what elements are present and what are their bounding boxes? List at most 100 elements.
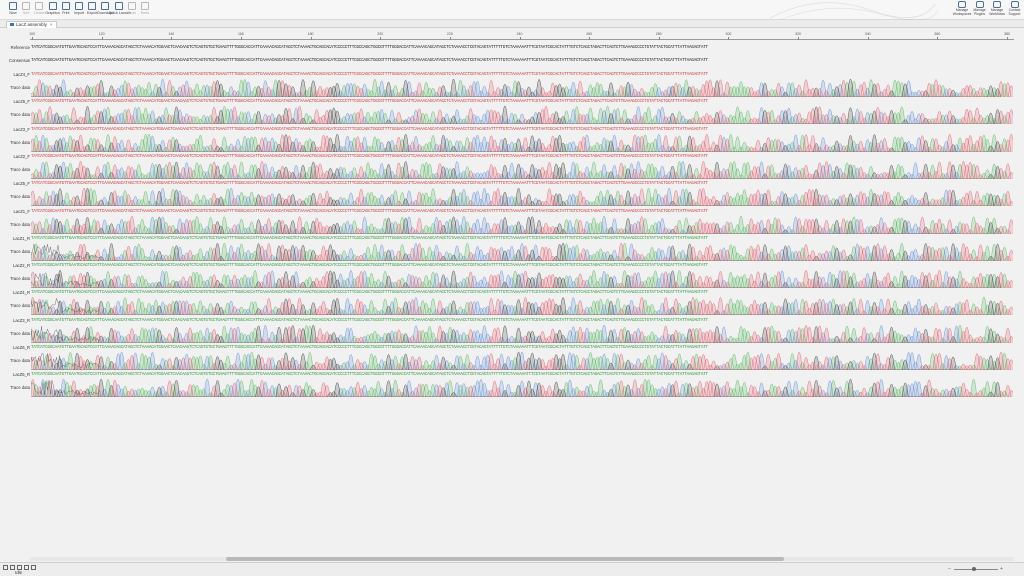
read-sequence[interactable]: TATCATCGGCAATGTTGAATGCAGTCCATTCAAAACAGCA… <box>31 126 708 132</box>
view-detail-icon[interactable] <box>17 565 22 570</box>
sort-button[interactable]: Sort <box>16 1 36 19</box>
ruler-tick-label: 200 <box>377 32 384 36</box>
read-name[interactable]: LacZ1_F <box>13 208 30 214</box>
scrollbar-thumb[interactable] <box>226 557 784 561</box>
export-button[interactable]: Export <box>82 1 102 19</box>
read-sequence[interactable]: TATCATCGGCAATGTTGAATGCAGTCCATTCAAAACAGCA… <box>31 181 708 187</box>
redo-icon <box>141 2 149 10</box>
main-toolbar: New Sort Delete Graphics Print Import Export Do… <box>0 0 1024 20</box>
trace-peaks-c <box>31 379 960 398</box>
ruler-tick <box>798 37 800 40</box>
read-name[interactable]: LacZ4_F <box>13 72 30 77</box>
download-button[interactable]: Download <box>95 1 115 19</box>
import-icon <box>75 2 83 10</box>
zoom-in-icon[interactable]: + <box>1000 566 1003 572</box>
toolbar-button-label: Print <box>62 11 70 15</box>
trace-peaks-a <box>31 188 1008 207</box>
trace-peaks-g <box>31 106 1001 125</box>
print-button[interactable]: Print <box>56 1 76 19</box>
read-sequence[interactable]: TATCATCGGCAATGTTGAATGCAGTCCATTCAAAACAGCA… <box>31 153 708 159</box>
consensus-sequence[interactable]: TATCATCGGCAATGTTGAATGCAGTCCATTCAAAACAGCA… <box>31 58 708 63</box>
ruler-tick-label: 300 <box>725 32 732 36</box>
trace-peaks-a <box>31 351 1008 370</box>
zoom-track[interactable] <box>954 568 998 570</box>
read-row[interactable]: LacZ4_R Trace data TATCATCGGCAATGTTGAATGCA… <box>0 289 1024 317</box>
read-row[interactable]: LacZ6_R Trace data TATCATCGGCAATGTTGAATGCA… <box>0 344 1024 372</box>
delete-button[interactable]: Delete <box>29 1 49 19</box>
ruler-tick <box>310 37 312 40</box>
view-list-icon[interactable] <box>3 565 8 570</box>
import-button[interactable]: Import <box>69 1 89 19</box>
view-tree-icon[interactable] <box>24 565 29 570</box>
read-row[interactable]: LacZ1_F Trace data TATCATCGGCAATGTTGAATGCA… <box>0 208 1024 236</box>
plugins-button[interactable]: Manage Plugins <box>969 1 991 20</box>
chromatogram-trace <box>31 297 1013 316</box>
read-name[interactable]: LacZ3_R <box>13 317 30 323</box>
alignment-viewer[interactable]: 100 120 140 160 180 200 220 240 260 280 300 320 340 3… <box>0 28 1024 562</box>
read-sequence[interactable]: TATCATCGGCAATGTTGAATGCAGTCCATTCAAAACAGCA… <box>31 317 708 323</box>
zoom-knob[interactable] <box>971 567 976 571</box>
read-row[interactable]: LacZ5_R Trace data TATCATCGGCAATGTTGAATGCA… <box>0 371 1024 399</box>
tab-lacz-assembly[interactable]: LacZ assembly × <box>6 21 57 28</box>
quick-launch-icon <box>114 2 123 10</box>
horizontal-scrollbar[interactable] <box>30 557 1014 561</box>
ruler-tick-label: 320 <box>795 32 801 36</box>
chromatogram-trace <box>31 78 1013 97</box>
trace-peaks-g <box>31 379 1001 398</box>
read-sequence[interactable]: TATCATCGGCAATGTTGAATGCAGTCCATTCAAAACAGCA… <box>31 263 708 269</box>
read-sequence[interactable]: TATCATCGGCAATGTTGAATGCAGTCCATTCAAAACAGCA… <box>31 290 708 296</box>
read-sequence[interactable]: TATCATCGGCAATGTTGAATGCAGTCCATTCAAAACAGCA… <box>31 235 708 241</box>
sequence-ruler: 100 120 140 160 180 200 220 240 260 280 300 320 340 3… <box>29 32 1014 40</box>
read-name[interactable]: LacZ1_R <box>13 235 30 241</box>
trace-noise <box>31 243 101 259</box>
read-row[interactable]: LacZ4_F Trace data TATCATCGGCAATGTTGAATGCA… <box>0 71 1024 99</box>
support-button[interactable]: Contact Support <box>1004 1 1024 20</box>
read-row[interactable]: LacZ6_F Trace data TATCATCGGCAATGTTGAATGCA… <box>0 98 1024 126</box>
read-name[interactable]: LacZ3_F <box>13 126 30 132</box>
ruler-tick-label: 120 <box>98 32 105 36</box>
read-sequence[interactable]: TATCATCGGCAATGTTGAATGCAGTCCATTCAAAACAGCA… <box>31 99 708 105</box>
read-row[interactable]: LacZ3_F Trace data TATCATCGGCAATGTTGAATGCA… <box>0 126 1024 154</box>
read-name[interactable]: LacZ6_F <box>13 99 30 105</box>
ruler-tick-label: 160 <box>238 32 244 36</box>
workspaces-button[interactable]: Manage Workspaces <box>951 1 973 20</box>
read-name[interactable]: LacZ2_F <box>13 153 30 159</box>
read-row[interactable]: LacZ5_F Trace data TATCATCGGCAATGTTGAATGCA… <box>0 180 1024 208</box>
workspaces-icon <box>958 1 966 8</box>
read-sequence[interactable]: TATCATCGGCAATGTTGAATGCAGTCCATTCAAAACAGCA… <box>31 345 708 350</box>
undo-button[interactable]: Undo <box>122 1 142 19</box>
reference-sequence[interactable]: TATCATCGGCAATGTTGAATGCAGTCCATTCAAAACAGCA… <box>31 45 708 50</box>
assembly-icon <box>10 23 14 27</box>
view-info-icon[interactable] <box>31 565 36 570</box>
read-name[interactable]: LacZ6_R <box>13 345 30 350</box>
read-name[interactable]: LacZ4_R <box>13 290 30 296</box>
new-button[interactable]: New <box>3 1 23 19</box>
view-grid-icon[interactable] <box>10 565 15 570</box>
read-name[interactable]: LacZ2_R <box>13 263 30 269</box>
read-row[interactable]: LacZ2_R Trace data TATCATCGGCAATGTTGAATGCA… <box>0 262 1024 290</box>
read-sequence[interactable]: TATCATCGGCAATGTTGAATGCAGTCCATTCAAAACAGCA… <box>31 372 708 378</box>
redo-button[interactable]: Redo <box>135 1 155 19</box>
close-icon[interactable]: × <box>49 22 53 27</box>
undo-icon <box>127 2 136 10</box>
read-row[interactable]: LacZ2_F Trace data TATCATCGGCAATGTTGAATGCA… <box>0 153 1024 181</box>
read-row[interactable]: LacZ1_R Trace data TATCATCGGCAATGTTGAATGCA… <box>0 235 1024 263</box>
toolbar-button-label: New <box>9 11 17 15</box>
read-sequence[interactable]: TATCATCGGCAATGTTGAATGCAGTCCATTCAAAACAGCA… <box>31 72 708 77</box>
read-sequence[interactable]: TATCATCGGCAATGTTGAATGCAGTCCATTCAAAACAGCA… <box>31 208 708 214</box>
graphics-button[interactable]: Graphics <box>43 1 63 19</box>
zoom-slider[interactable]: − + <box>948 566 1006 572</box>
trace-peaks-g <box>31 161 1001 179</box>
chromatogram-trace <box>31 133 1013 152</box>
read-row[interactable]: LacZ3_R Trace data TATCATCGGCAATGTTGAATGCA… <box>0 317 1024 345</box>
read-name[interactable]: LacZ5_R <box>13 372 30 378</box>
read-name[interactable]: LacZ5_F <box>13 181 30 187</box>
workflows-button[interactable]: Manage Workflows <box>986 1 1008 20</box>
workflows-icon <box>993 1 1001 8</box>
trace-peaks-g <box>31 351 1001 370</box>
reference-row: Reference TATCATCGGCAATGTTGAATGCAGTCCATT… <box>0 44 1024 51</box>
trace-peaks-a <box>31 79 1008 97</box>
quick-launch-button[interactable]: Quick Launch <box>109 1 131 19</box>
zoom-out-icon[interactable]: − <box>948 566 951 572</box>
trace-peaks-c <box>31 188 960 207</box>
